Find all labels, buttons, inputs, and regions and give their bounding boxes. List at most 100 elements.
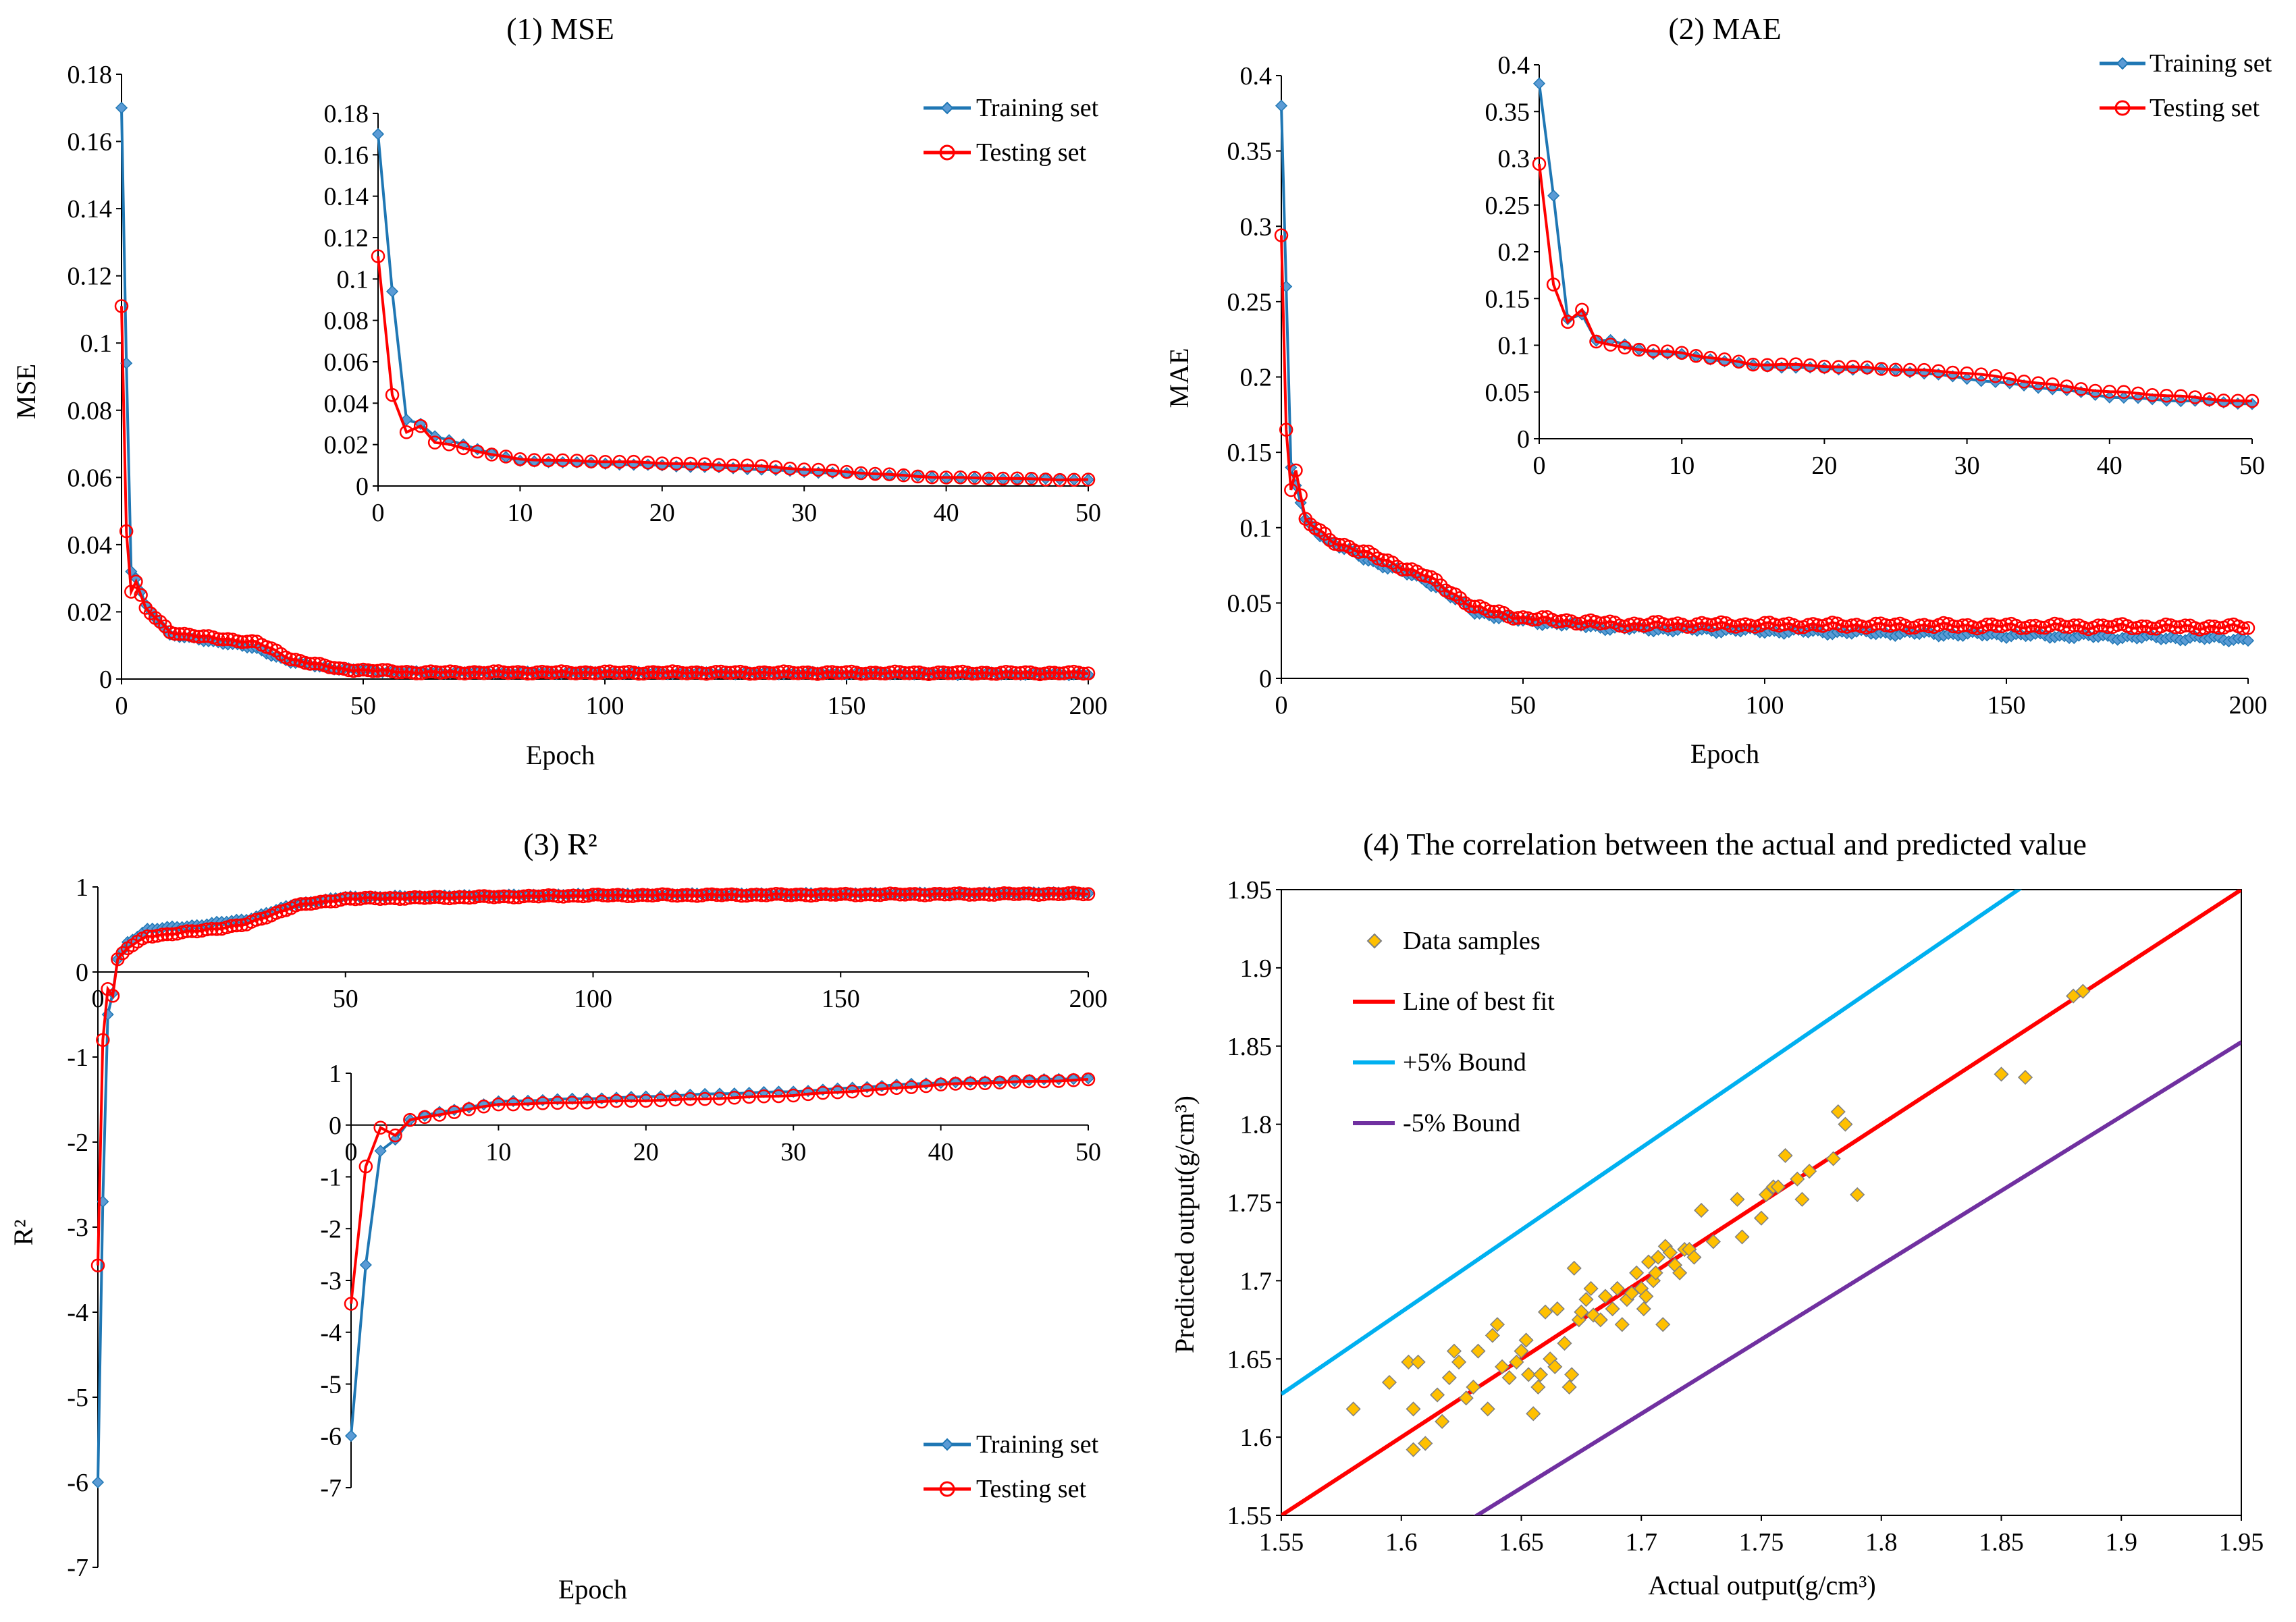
testing-point bbox=[675, 888, 689, 902]
upper-bound-line bbox=[1281, 890, 2023, 1396]
y-tick-label: 0.25 bbox=[1227, 288, 1273, 317]
testing-point bbox=[665, 888, 680, 902]
testing-point bbox=[472, 889, 487, 904]
testing-point bbox=[844, 664, 859, 679]
testing-point bbox=[531, 889, 546, 904]
testing-point bbox=[556, 453, 570, 468]
legend-testing-label: Testing set bbox=[976, 1475, 1086, 1503]
testing-point bbox=[319, 894, 333, 909]
testing-point bbox=[554, 664, 568, 678]
testing-point bbox=[304, 896, 318, 911]
data-sample-point bbox=[1470, 1343, 1486, 1359]
testing-point bbox=[390, 665, 404, 680]
testing-point bbox=[2074, 382, 2088, 396]
testing-point bbox=[2031, 376, 2046, 390]
testing-point bbox=[640, 888, 655, 902]
testing-point bbox=[1052, 1074, 1066, 1088]
testing-point bbox=[735, 888, 749, 903]
data-sample-point bbox=[1466, 1379, 1481, 1395]
testing-point bbox=[1017, 886, 1031, 900]
testing-point bbox=[631, 888, 645, 902]
testing-point bbox=[2159, 617, 2173, 632]
testing-point bbox=[385, 387, 400, 402]
testing-point bbox=[432, 1108, 447, 1122]
testing-point bbox=[2178, 618, 2193, 632]
testing-point bbox=[383, 891, 398, 905]
testing-point bbox=[984, 666, 999, 681]
testing-point bbox=[580, 1095, 594, 1110]
y-tick-label: -3 bbox=[320, 1267, 342, 1295]
data-sample-point bbox=[1705, 1234, 1721, 1249]
testing-point bbox=[834, 887, 848, 901]
training-point bbox=[2160, 394, 2173, 407]
testing-point bbox=[873, 888, 888, 902]
testing-point bbox=[982, 471, 996, 486]
testing-point bbox=[816, 1085, 830, 1100]
testing-point bbox=[399, 425, 414, 439]
testing-point bbox=[883, 666, 897, 680]
testing-point bbox=[1988, 369, 2003, 383]
testing-point bbox=[544, 666, 559, 680]
testing-point bbox=[769, 886, 784, 901]
y-tick-label: 0.2 bbox=[1498, 238, 1530, 267]
testing-point bbox=[699, 666, 714, 681]
testing-point bbox=[1332, 537, 1347, 552]
testing-point bbox=[520, 1097, 535, 1111]
testing-point bbox=[1835, 619, 1849, 633]
testing-point bbox=[521, 888, 536, 903]
y-tick-label: 0.35 bbox=[1227, 138, 1273, 166]
testing-point bbox=[1052, 666, 1067, 680]
testing-point bbox=[729, 888, 744, 902]
testing-point bbox=[609, 1093, 624, 1108]
testing-point bbox=[1293, 488, 1308, 503]
testing-point bbox=[1593, 616, 1607, 630]
testing-series-line bbox=[350, 1078, 1089, 1304]
testing-point bbox=[1462, 599, 1477, 614]
testing-point bbox=[726, 458, 741, 472]
testing-point bbox=[501, 666, 516, 680]
testing-point bbox=[165, 927, 180, 942]
data-sample-point bbox=[1636, 1301, 1651, 1317]
mae-x-axis-label: Epoch bbox=[1690, 738, 1759, 769]
testing-point bbox=[830, 666, 844, 680]
legend-testing-marker bbox=[2114, 100, 2131, 116]
testing-point bbox=[1010, 471, 1025, 485]
testing-point bbox=[685, 888, 699, 902]
y-tick-label: -6 bbox=[67, 1469, 88, 1497]
testing-point bbox=[2131, 386, 2145, 401]
testing-series-line bbox=[1538, 163, 2253, 402]
testing-point bbox=[772, 665, 786, 680]
testing-point bbox=[482, 890, 496, 904]
testing-point bbox=[1956, 618, 1970, 632]
testing-point bbox=[697, 457, 712, 471]
testing-point bbox=[1549, 614, 1564, 629]
testing-point bbox=[1680, 620, 1694, 634]
testing-point bbox=[1724, 618, 1738, 633]
testing-point bbox=[1660, 344, 1675, 358]
testing-point bbox=[143, 606, 158, 620]
testing-point bbox=[1067, 664, 1081, 679]
testing-point bbox=[1811, 618, 1825, 632]
legend-best-fit-label: Line of best fit bbox=[1403, 988, 1555, 1016]
testing-point bbox=[1279, 423, 1293, 437]
testing-point bbox=[366, 664, 380, 678]
testing-point bbox=[216, 632, 230, 647]
testing-point bbox=[853, 888, 867, 902]
testing-point bbox=[651, 666, 666, 680]
testing-point bbox=[409, 666, 424, 680]
testing-point bbox=[709, 665, 723, 679]
r2-chart-title: (3) R² bbox=[523, 827, 597, 861]
testing-point bbox=[115, 946, 130, 961]
testing-point bbox=[1385, 556, 1399, 570]
testing-point bbox=[987, 888, 1001, 902]
testing-point bbox=[675, 666, 689, 680]
data-sample-point bbox=[1566, 1260, 1582, 1276]
testing-point bbox=[2222, 618, 2236, 632]
testing-point bbox=[512, 890, 526, 904]
x-tick-label: 30 bbox=[791, 499, 817, 527]
testing-point bbox=[385, 664, 400, 678]
testing-point bbox=[2125, 621, 2139, 636]
training-point bbox=[2089, 388, 2102, 402]
y-tick-label: 0.08 bbox=[68, 397, 113, 425]
